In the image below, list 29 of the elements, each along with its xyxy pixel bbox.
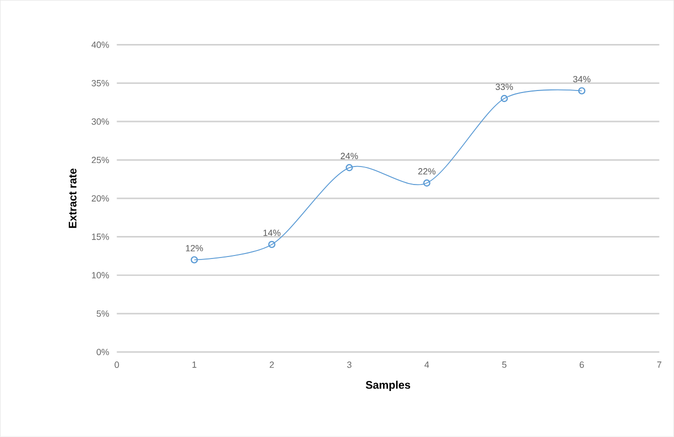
data-label: 14% xyxy=(264,230,280,236)
y-tick-label: 30% xyxy=(92,118,109,125)
x-tick-label: 5 xyxy=(502,362,506,368)
x-tick-label: 6 xyxy=(580,362,584,368)
data-label: 34% xyxy=(573,76,590,82)
y-tick-label: 25% xyxy=(92,156,109,164)
x-axis-title: Samples xyxy=(366,380,410,392)
point xyxy=(500,95,508,102)
y-tick-label: 40% xyxy=(92,42,109,48)
data-label: 22% xyxy=(418,168,436,175)
x-tick-label: 7 xyxy=(657,362,662,368)
x-tick-label: 2 xyxy=(270,362,274,368)
y-tick-label: 35% xyxy=(92,80,109,86)
data-label: 12% xyxy=(186,245,203,252)
x-tick-label: 4 xyxy=(424,362,430,368)
point xyxy=(268,240,276,248)
x-tick-label: 3 xyxy=(347,362,352,368)
y-tick-label: 0% xyxy=(96,348,109,356)
y-tick-label: 20% xyxy=(92,195,109,202)
point xyxy=(423,180,430,187)
point xyxy=(346,164,353,172)
y-tick-label: 15% xyxy=(92,234,109,240)
x-tick-label: 0 xyxy=(114,362,119,368)
data-label: 24% xyxy=(340,152,358,160)
y-axis-title: Extract rate xyxy=(68,168,76,228)
y-tick-label: 5% xyxy=(96,310,109,317)
data-label: 33% xyxy=(496,84,513,90)
y-tick-label: 10% xyxy=(92,272,109,278)
x-tick-label: 1 xyxy=(192,362,196,368)
